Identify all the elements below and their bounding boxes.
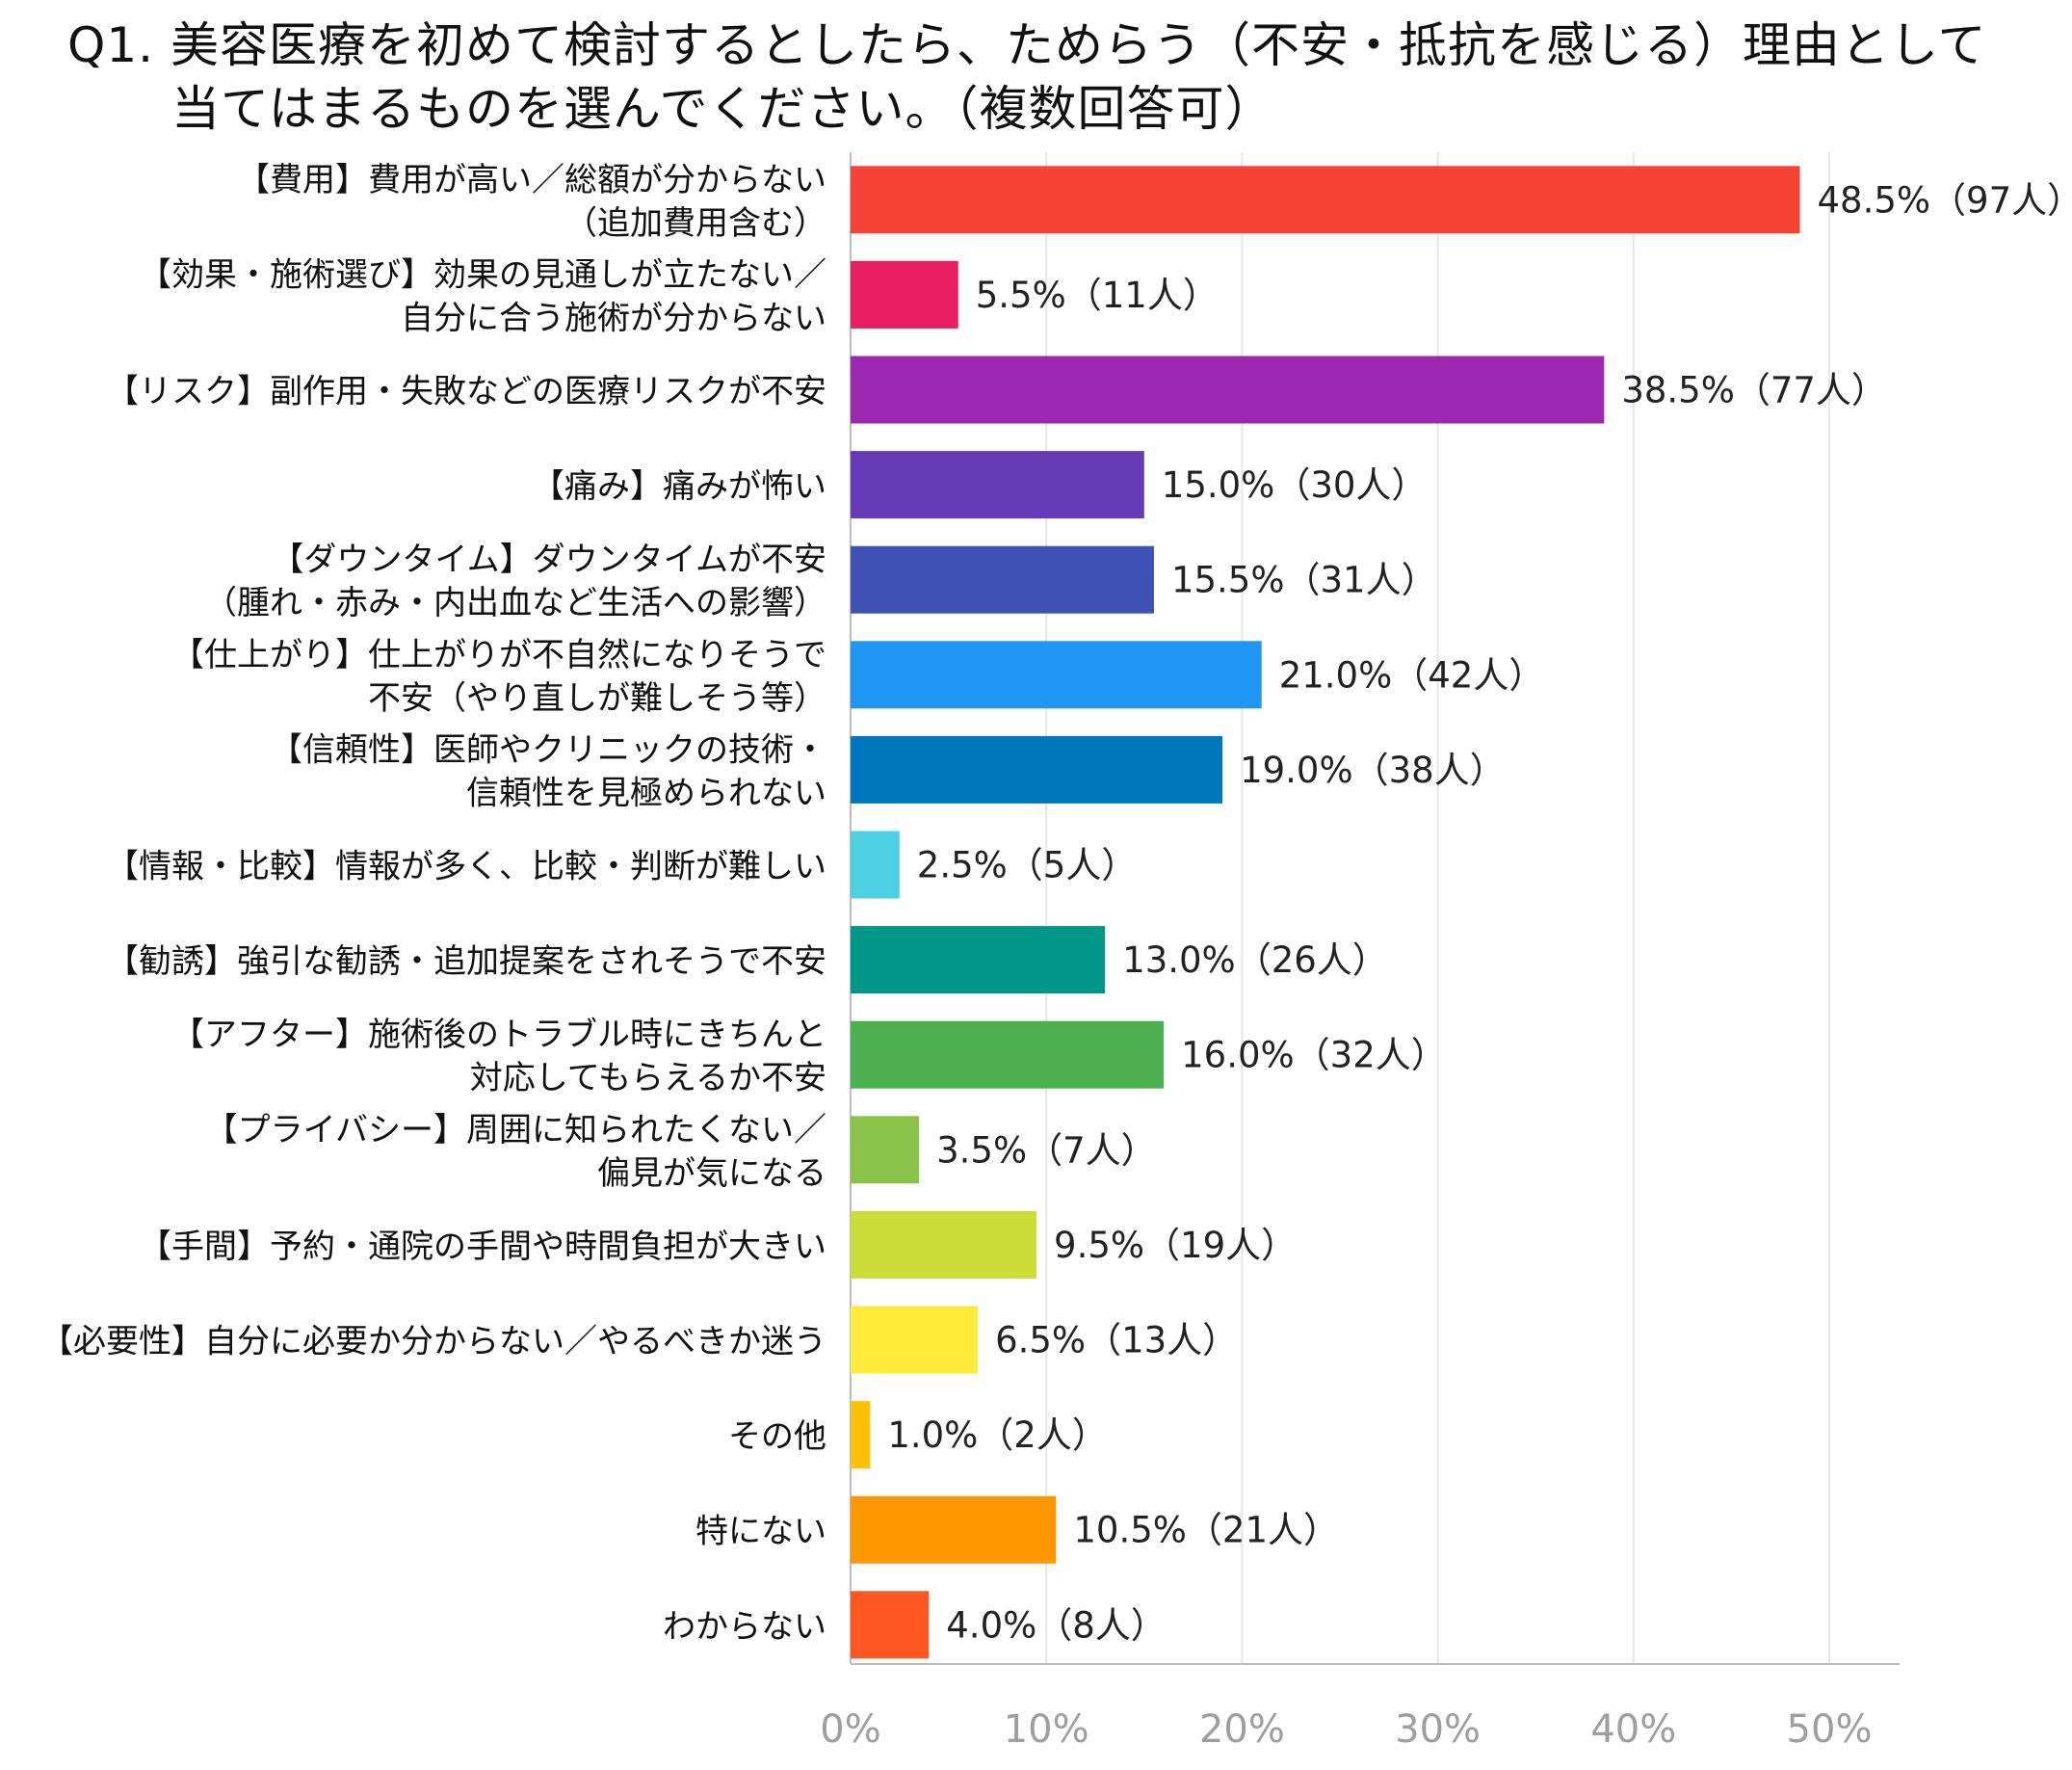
category-label-3-0: 【痛み】痛みが怖い [532, 467, 826, 506]
bar-4 [851, 545, 1154, 614]
bar-12 [851, 1306, 979, 1374]
category-label-11-0: 【手間】予約・通院の手間や時間負担が大きい [139, 1228, 826, 1266]
data-label-8: 13.0%（26人） [1122, 939, 1388, 981]
category-label-0-1: （追加費用含む） [564, 204, 826, 243]
bar-11 [851, 1210, 1037, 1279]
category-label-12-0: 【必要性】自分に必要か分からない／やるべきか迷う [40, 1323, 826, 1361]
data-label-15: 4.0%（8人） [946, 1604, 1167, 1646]
x-tick-label-20: 20% [1199, 1707, 1285, 1752]
bar-5 [851, 641, 1262, 709]
category-label-9-1: 対応してもらえるか不安 [470, 1059, 826, 1097]
chart-title: Q1. 美容医療を初めて検討するとしたら、ためらう（不安・抵抗を感じる）理由とし… [67, 13, 1994, 141]
x-tick-label-10: 10% [1004, 1707, 1089, 1752]
bar-8 [851, 926, 1106, 994]
category-label-2-0: 【リスク】副作用・失敗などの医療リスクが不安 [106, 373, 826, 411]
category-label-1-0: 【効果・施術選び】効果の見通しが立たない／ [139, 255, 826, 294]
x-tick-label-50: 50% [1787, 1707, 1873, 1752]
category-label-13-0: その他 [728, 1417, 826, 1456]
data-label-9: 16.0%（32人） [1181, 1035, 1447, 1076]
bar-9 [851, 1020, 1165, 1089]
data-label-2: 38.5%（77人） [1621, 370, 1887, 411]
chart-title-line-1: Q1. 美容医療を初めて検討するとしたら、ためらう（不安・抵抗を感じる）理由とし… [67, 17, 1987, 73]
category-label-4-0: 【ダウンタイム】ダウンタイムが不安 [271, 541, 826, 579]
chart-title-line-2: 当てはまるものを選んでください。（複数回答可） [171, 81, 1274, 137]
category-label-6-0: 【信頼性】医師やクリニックの技術・ [270, 730, 826, 769]
category-label-7-0: 【情報・比較】情報が多く、比較・判断が難しい [106, 848, 826, 886]
x-tick-label-0: 0% [820, 1707, 880, 1752]
bar-15 [851, 1591, 930, 1659]
data-label-1: 5.5%（11人） [976, 275, 1219, 316]
bar-13 [851, 1401, 871, 1469]
data-label-7: 2.5%（5人） [917, 845, 1138, 886]
category-label-8-0: 【勧誘】強引な勧誘・追加提案をされそうで不安 [106, 942, 826, 981]
data-label-5: 21.0%（42人） [1279, 654, 1545, 696]
data-label-14: 10.5%（21人） [1073, 1510, 1339, 1551]
bar-10 [851, 1116, 920, 1184]
category-label-10-1: 偏見が気になる [597, 1154, 826, 1193]
category-label-1-1: 自分に合う施術が分からない [401, 299, 826, 337]
bar-6 [851, 735, 1223, 804]
category-label-14-0: 特にない [695, 1513, 826, 1551]
bar-1 [851, 260, 958, 329]
category-label-5-0: 【仕上がり】仕上がりが不自然になりそうで [171, 636, 826, 674]
data-label-12: 6.5%（13人） [995, 1320, 1238, 1361]
data-label-3: 15.0%（30人） [1162, 464, 1428, 506]
category-label-0-0: 【費用】費用が高い／総額が分からない [237, 161, 826, 199]
category-label-6-1: 信頼性を見極められない [466, 774, 826, 812]
bar-14 [851, 1495, 1057, 1564]
bar-3 [851, 451, 1144, 519]
data-label-0: 48.5%（97人） [1818, 179, 2072, 221]
x-tick-label-40: 40% [1590, 1707, 1676, 1752]
bar-7 [851, 831, 900, 899]
data-label-6: 19.0%（38人） [1240, 750, 1506, 791]
category-label-4-1: （腫れ・赤み・内出血など生活への影響） [204, 584, 826, 622]
x-tick-label-30: 30% [1395, 1707, 1481, 1752]
bar-2 [851, 356, 1605, 424]
data-label-13: 1.0%（2人） [887, 1414, 1108, 1456]
category-label-5-1: 不安（やり直しが難しそう等） [368, 679, 826, 718]
data-label-4: 15.5%（31人） [1171, 560, 1437, 601]
category-label-9-0: 【アフター】施術後のトラブル時にきちんと [171, 1016, 826, 1054]
category-label-10-0: 【プライバシー】周囲に知られたくない／ [205, 1111, 826, 1149]
category-label-15-0: わからない [663, 1607, 826, 1646]
bar-0 [851, 166, 1800, 234]
data-label-10: 3.5%（7人） [936, 1129, 1157, 1171]
data-label-11: 9.5%（19人） [1054, 1225, 1297, 1266]
